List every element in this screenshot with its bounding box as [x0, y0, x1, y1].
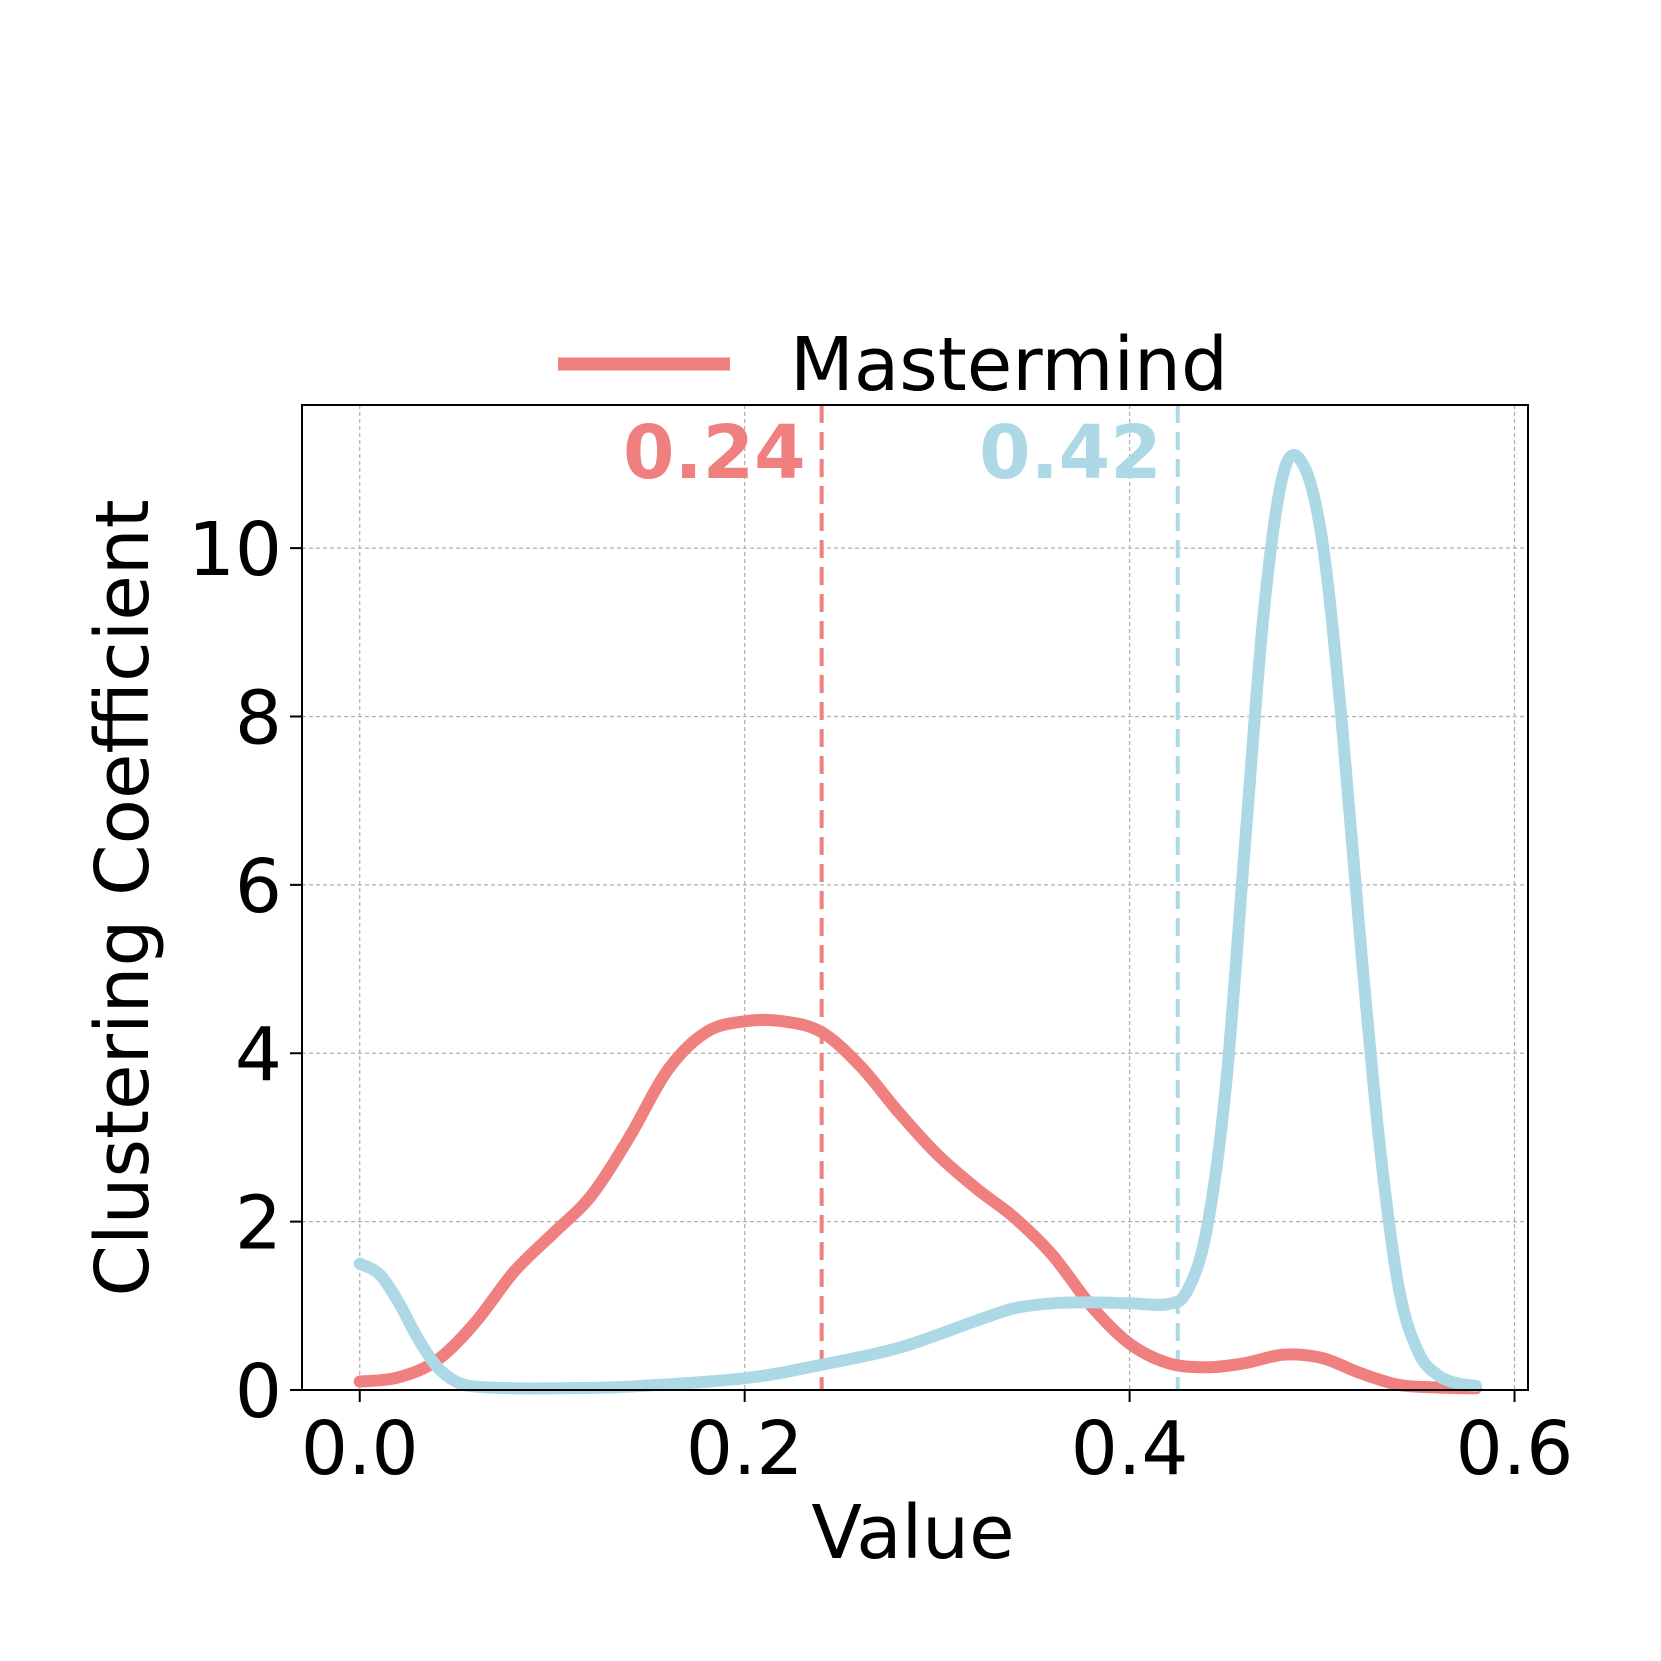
plot-frame — [301, 404, 1529, 1391]
y-tick-label: 8 — [235, 675, 282, 761]
series-line-0 — [353, 1013, 1482, 1395]
y-axis-label: Clustering Coefficient — [80, 499, 166, 1296]
ticks: 0.0 0.2 0.4 0.6 0 2 4 6 8 10 — [188, 507, 1574, 1492]
legend-label: Mastermind — [790, 322, 1228, 408]
median-labels: 0.24 0.42 — [623, 410, 1162, 496]
y-tick-label: 0 — [235, 1349, 282, 1435]
median-label-1: 0.42 — [979, 410, 1162, 496]
x-tick-label: 0.0 — [301, 1406, 419, 1492]
series-line-1 — [353, 449, 1482, 1395]
x-tick-label: 0.6 — [1456, 1406, 1574, 1492]
y-tick-label: 6 — [235, 844, 282, 930]
median-lines — [819, 405, 1180, 1390]
series-lines — [353, 449, 1482, 1395]
x-tick-label: 0.4 — [1071, 1406, 1189, 1492]
x-tick-label: 0.2 — [686, 1406, 804, 1492]
grid — [302, 405, 1528, 1390]
y-tick-label: 10 — [188, 507, 282, 593]
x-axis-label: Value — [811, 1490, 1014, 1576]
legend: Mastermind — [558, 322, 1228, 408]
median-label-0: 0.24 — [623, 410, 806, 496]
y-tick-label: 4 — [235, 1012, 282, 1098]
y-tick-label: 2 — [235, 1181, 282, 1267]
